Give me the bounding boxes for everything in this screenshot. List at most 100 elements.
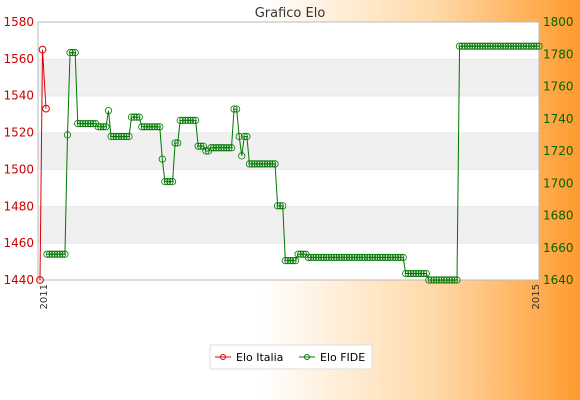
series-point-elo-fide: [202, 147, 210, 155]
series-point-elo-fide: [66, 49, 74, 57]
series-point-elo-fide: [376, 253, 384, 262]
series-point-elo-fide: [71, 49, 79, 57]
series-point-elo-fide: [358, 253, 366, 262]
series-point-elo-fide: [386, 253, 394, 262]
series-point-elo-fide: [286, 257, 295, 265]
series-point-elo-italia: [42, 104, 50, 113]
series-point-elo-fide: [45, 250, 54, 258]
series-point-elo-fide: [294, 250, 302, 258]
series-point-elo-fide: [258, 160, 266, 168]
legend-item-elo-fide[interactable]: Elo FIDE: [299, 351, 365, 364]
series-point-elo-fide: [320, 253, 328, 262]
series-point-elo-fide: [117, 132, 125, 141]
right-tick-label: 1740: [543, 112, 574, 126]
series-point-elo-fide: [520, 42, 528, 50]
series-point-elo-fide: [166, 178, 174, 186]
series-point-elo-fide: [56, 250, 64, 258]
left-tick-label: 1560: [3, 52, 34, 66]
legend-label-elo-fide: Elo FIDE: [320, 351, 365, 364]
series-point-elo-fide: [494, 42, 502, 50]
series-point-elo-fide: [189, 116, 197, 124]
series-point-elo-fide: [373, 253, 382, 262]
series-point-elo-fide: [140, 123, 148, 131]
series-point-elo-fide: [107, 132, 115, 141]
series-point-elo-fide: [276, 202, 284, 210]
series-point-elo-fide: [271, 160, 279, 168]
x-tick-label: 2011: [39, 284, 50, 309]
series-point-elo-fide: [394, 253, 402, 262]
series-point-elo-fide: [53, 250, 61, 258]
series-point-elo-fide: [304, 253, 312, 262]
series-point-elo-fide: [527, 42, 535, 50]
series-point-elo-fide: [535, 42, 543, 50]
series-point-elo-fide: [412, 269, 420, 278]
series-point-elo-fide: [489, 42, 497, 50]
series-point-elo-fide: [43, 250, 51, 258]
left-tick-label: 1480: [3, 199, 34, 213]
series-point-elo-fide: [179, 116, 187, 124]
series-point-elo-fide: [261, 160, 269, 168]
series-point-elo-fide: [215, 144, 223, 152]
series-point-elo-fide: [181, 116, 189, 124]
chart-title: Grafico Elo: [255, 6, 326, 21]
series-point-elo-fide: [432, 276, 441, 284]
series-point-elo-fide: [130, 113, 138, 121]
series-point-elo-fide: [289, 257, 297, 265]
series-point-elo-fide: [453, 276, 461, 284]
x-tick-label: 2015: [531, 284, 542, 309]
left-tick-label: 1460: [3, 236, 34, 250]
series-point-elo-fide: [327, 253, 336, 262]
legend-item-elo-italia[interactable]: Elo Italia: [215, 351, 283, 364]
series-point-elo-fide: [110, 132, 118, 141]
series-point-elo-fide: [120, 132, 128, 141]
series-point-elo-fide: [427, 276, 435, 284]
series-point-elo-fide: [158, 155, 166, 163]
series-point-elo-fide: [409, 269, 418, 278]
series-point-elo-fide: [458, 42, 466, 50]
series-point-elo-fide: [192, 116, 200, 124]
series-point-elo-fide: [343, 253, 351, 262]
series-point-elo-fide: [496, 42, 505, 50]
series-point-elo-fide: [491, 42, 500, 50]
series-point-elo-fide: [476, 42, 484, 50]
series-point-elo-fide: [209, 144, 218, 152]
series-point-elo-fide: [235, 132, 243, 141]
series-point-elo-fide: [366, 253, 374, 262]
series-point-elo-fide: [397, 253, 405, 262]
series-point-elo-fide: [143, 123, 151, 131]
series-point-elo-fide: [379, 253, 387, 262]
plot-band: [38, 206, 539, 244]
series-point-elo-fide: [350, 253, 359, 262]
legend-label-elo-italia: Elo Italia: [236, 351, 283, 364]
series-point-elo-fide: [186, 116, 195, 124]
series-point-elo-fide: [435, 276, 443, 284]
series-point-elo-fide: [268, 160, 277, 168]
series-point-elo-fide: [353, 253, 361, 262]
series-point-elo-fide: [499, 42, 507, 50]
series-point-elo-fide: [122, 132, 131, 141]
series-point-elo-fide: [517, 42, 525, 50]
series-point-elo-fide: [484, 42, 492, 50]
left-tick-label: 1440: [3, 273, 34, 287]
series-point-elo-fide: [125, 132, 133, 141]
series-point-elo-fide: [414, 269, 423, 278]
series-point-elo-fide: [335, 253, 343, 262]
series-point-elo-fide: [127, 113, 136, 121]
series-point-elo-fide: [248, 160, 256, 168]
series-point-elo-fide: [330, 253, 338, 262]
series-point-elo-fide: [404, 269, 412, 278]
series-point-elo-fide: [151, 123, 159, 131]
series-point-elo-fide: [291, 257, 300, 265]
legend-marker-elo-italia: [220, 354, 226, 360]
series-point-elo-fide: [399, 253, 407, 262]
series-point-elo-fide: [468, 42, 476, 50]
right-axis-ticks: 1640 1660 1680 1700 1720 1740 1760 1780 1800: [543, 15, 574, 287]
plot-band: [38, 22, 539, 59]
series-point-elo-fide: [253, 160, 261, 168]
series-point-elo-fide: [94, 123, 102, 131]
series-point-elo-fide: [317, 253, 325, 262]
series-point-elo-fide: [514, 42, 523, 50]
series-point-elo-fide: [156, 123, 164, 131]
series-point-elo-fide: [163, 178, 172, 186]
series-point-elo-italia: [38, 45, 47, 54]
